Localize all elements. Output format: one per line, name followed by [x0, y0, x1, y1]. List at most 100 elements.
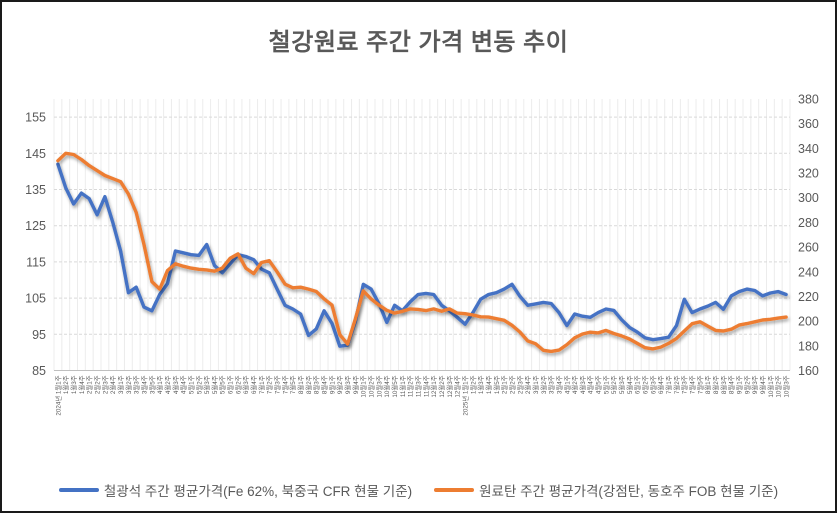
x-axis-tick-label: 6월2주: [233, 375, 242, 394]
x-axis-tick-label: 5월2주: [609, 375, 618, 394]
x-axis-tick-label: 8월2주: [304, 375, 313, 394]
x-axis-tick-label: 3월1주: [116, 375, 125, 394]
x-axis-tick-label: 10월3주: [374, 375, 383, 397]
x-axis-tick-label: 4월2주: [570, 375, 579, 394]
legend-marker-iron-ore: [58, 488, 99, 492]
x-axis-tick-label: 7월2주: [265, 375, 274, 394]
x-axis-tick-label: 6월4주: [656, 375, 665, 394]
x-axis-tick-label: 12월2주: [437, 375, 446, 397]
left-axis-tick-label: 115: [26, 255, 46, 269]
x-axis-tick-label: 8월4주: [727, 375, 736, 394]
left-axis-tick-label: 135: [25, 183, 46, 197]
x-axis-tick-label: 6월3주: [648, 375, 657, 394]
x-axis-tick-label: 9월3주: [750, 375, 759, 394]
x-axis-tick-label: 1월4주: [484, 375, 493, 394]
left-axis-tick-label: 105: [25, 292, 46, 306]
vertical-gridlines: [53, 99, 791, 371]
right-axis-tick-label: 300: [798, 191, 819, 205]
x-axis-tick-label: 4월5주: [594, 375, 603, 394]
x-axis-tick-label: 2025년 1월1주: [460, 375, 469, 415]
x-axis-tick-label: 5월1주: [186, 375, 195, 394]
x-axis-tick-label: 9월3주: [343, 375, 352, 394]
x-axis-tick-label: 8월3주: [312, 375, 321, 394]
x-axis-tick-label: 9월2주: [742, 375, 751, 394]
x-axis-tick-label: 8월1주: [703, 375, 712, 394]
right-axis-tick-label: 160: [798, 364, 819, 378]
x-axis-tick-label: 1월3주: [69, 375, 78, 394]
x-axis-tick-label: 8월2주: [711, 375, 720, 394]
x-axis-tick-label: 9월4주: [351, 375, 360, 394]
right-axis-tick-label: 220: [798, 290, 819, 304]
left-axis-tick-label: 125: [25, 219, 46, 233]
left-axis-tick-label: 95: [32, 328, 46, 342]
right-axis-tick-label: 280: [798, 216, 819, 230]
x-axis-tick-label: 8월1주: [296, 375, 305, 394]
x-axis-tick-label: 1월2주: [468, 375, 477, 394]
right-axis-labels: 160 180 200 220 240 260 280 300 320 340 360 380: [798, 93, 819, 379]
x-axis-tick-label: 7월1주: [257, 375, 266, 394]
x-axis-tick-label: 11월2주: [406, 375, 415, 397]
legend-marker-coking-coal: [434, 488, 475, 492]
x-axis-tick-label: 9월1주: [327, 375, 336, 394]
legend-item-iron-ore: 철광석 주간 평균가격(Fe 62%, 북중국 CFR 현물 기준): [58, 480, 413, 500]
x-axis-tick-label: 9월2주: [335, 375, 344, 394]
x-axis-tick-label: 2월2주: [507, 375, 516, 394]
right-axis-tick-label: 380: [798, 93, 819, 107]
x-axis-tick-label: 6월1주: [226, 375, 235, 394]
x-axis-tick-label: 2월1주: [85, 375, 94, 394]
x-axis-tick-label: 8월3주: [719, 375, 728, 394]
right-axis-tick-label: 260: [798, 241, 819, 255]
x-axis-tick-label: 6월2주: [641, 375, 650, 394]
x-axis-tick-label: 1월3주: [476, 375, 485, 394]
legend-label-iron-ore: 철광석 주간 평균가격(Fe 62%, 북중국 CFR 현물 기준): [103, 484, 413, 499]
x-axis-tick-label: 4월3주: [171, 375, 180, 394]
x-axis-tick-label: 4월4주: [179, 375, 188, 394]
x-axis-tick-label: 2월3주: [100, 375, 109, 394]
x-axis-tick-label: 10월5주: [390, 375, 399, 397]
x-axis-tick-label: 4월1주: [155, 375, 164, 394]
x-axis-tick-label: 3월1주: [531, 375, 540, 394]
x-axis-tick-label: 12월3주: [445, 375, 454, 397]
x-axis-tick-label: 3월2주: [124, 375, 133, 394]
x-axis-tick-label: 2월2주: [92, 375, 101, 394]
x-axis-tick-label: 3월2주: [539, 375, 548, 394]
x-axis-tick-label: 10월1주: [766, 375, 775, 397]
x-axis-tick-label: 5월2주: [194, 375, 203, 394]
x-axis-tick-label: 7월3주: [273, 375, 282, 394]
x-axis-tick-label: 12월4주: [453, 375, 462, 397]
x-axis-tick-label: 3월3주: [547, 375, 556, 394]
x-axis-tick-label: 3월4주: [139, 375, 148, 394]
x-axis-tick-label: 2월3주: [515, 375, 524, 394]
x-axis-tick-label: 7월4주: [280, 375, 289, 394]
x-axis-tick-label: 5월3주: [202, 375, 211, 394]
x-axis-tick-label: 10월2주: [367, 375, 376, 397]
right-axis-tick-label: 320: [798, 167, 819, 181]
iron-ore-series-line: [56, 162, 788, 348]
right-axis-tick-label: 340: [798, 142, 819, 156]
x-axis-tick-label: 2월4주: [523, 375, 532, 394]
x-axis-labels: 2024년 1월1주 1월2주 1월3주 1월4주 2월1주 2월2주 2월3주 2월4주 3월…: [53, 375, 790, 415]
x-axis-tick-label: 4월4주: [586, 375, 595, 394]
x-axis-tick-label: 2월1주: [500, 375, 509, 394]
left-axis-tick-label: 155: [25, 111, 46, 125]
x-axis-tick-label: 7월5주: [695, 375, 704, 394]
right-axis-tick-label: 200: [798, 315, 819, 329]
x-axis-tick-label: 4월1주: [562, 375, 571, 394]
x-axis-tick-label: 8월4주: [320, 375, 329, 394]
x-axis-tick-label: 11월3주: [413, 375, 422, 397]
x-axis-tick-label: 11월4주: [421, 375, 430, 397]
x-axis-tick-label: 3월3주: [132, 375, 141, 394]
x-axis-tick-label: 3월5주: [147, 375, 156, 394]
left-axis-tick-label: 145: [25, 147, 46, 161]
x-axis-tick-label: 4월2주: [163, 375, 172, 394]
x-axis-tick-label: 7월5주: [288, 375, 297, 394]
x-axis-tick-label: 6월3주: [241, 375, 250, 394]
x-axis-tick-label: 5월5주: [218, 375, 227, 394]
x-axis-tick-label: 11월1주: [398, 375, 407, 397]
x-axis-tick-label: 2월4주: [108, 375, 117, 394]
x-axis-tick-label: 1월4주: [77, 375, 86, 394]
x-axis-tick-label: 12월1주: [429, 375, 438, 397]
x-axis-tick-label: 7월1주: [664, 375, 673, 394]
